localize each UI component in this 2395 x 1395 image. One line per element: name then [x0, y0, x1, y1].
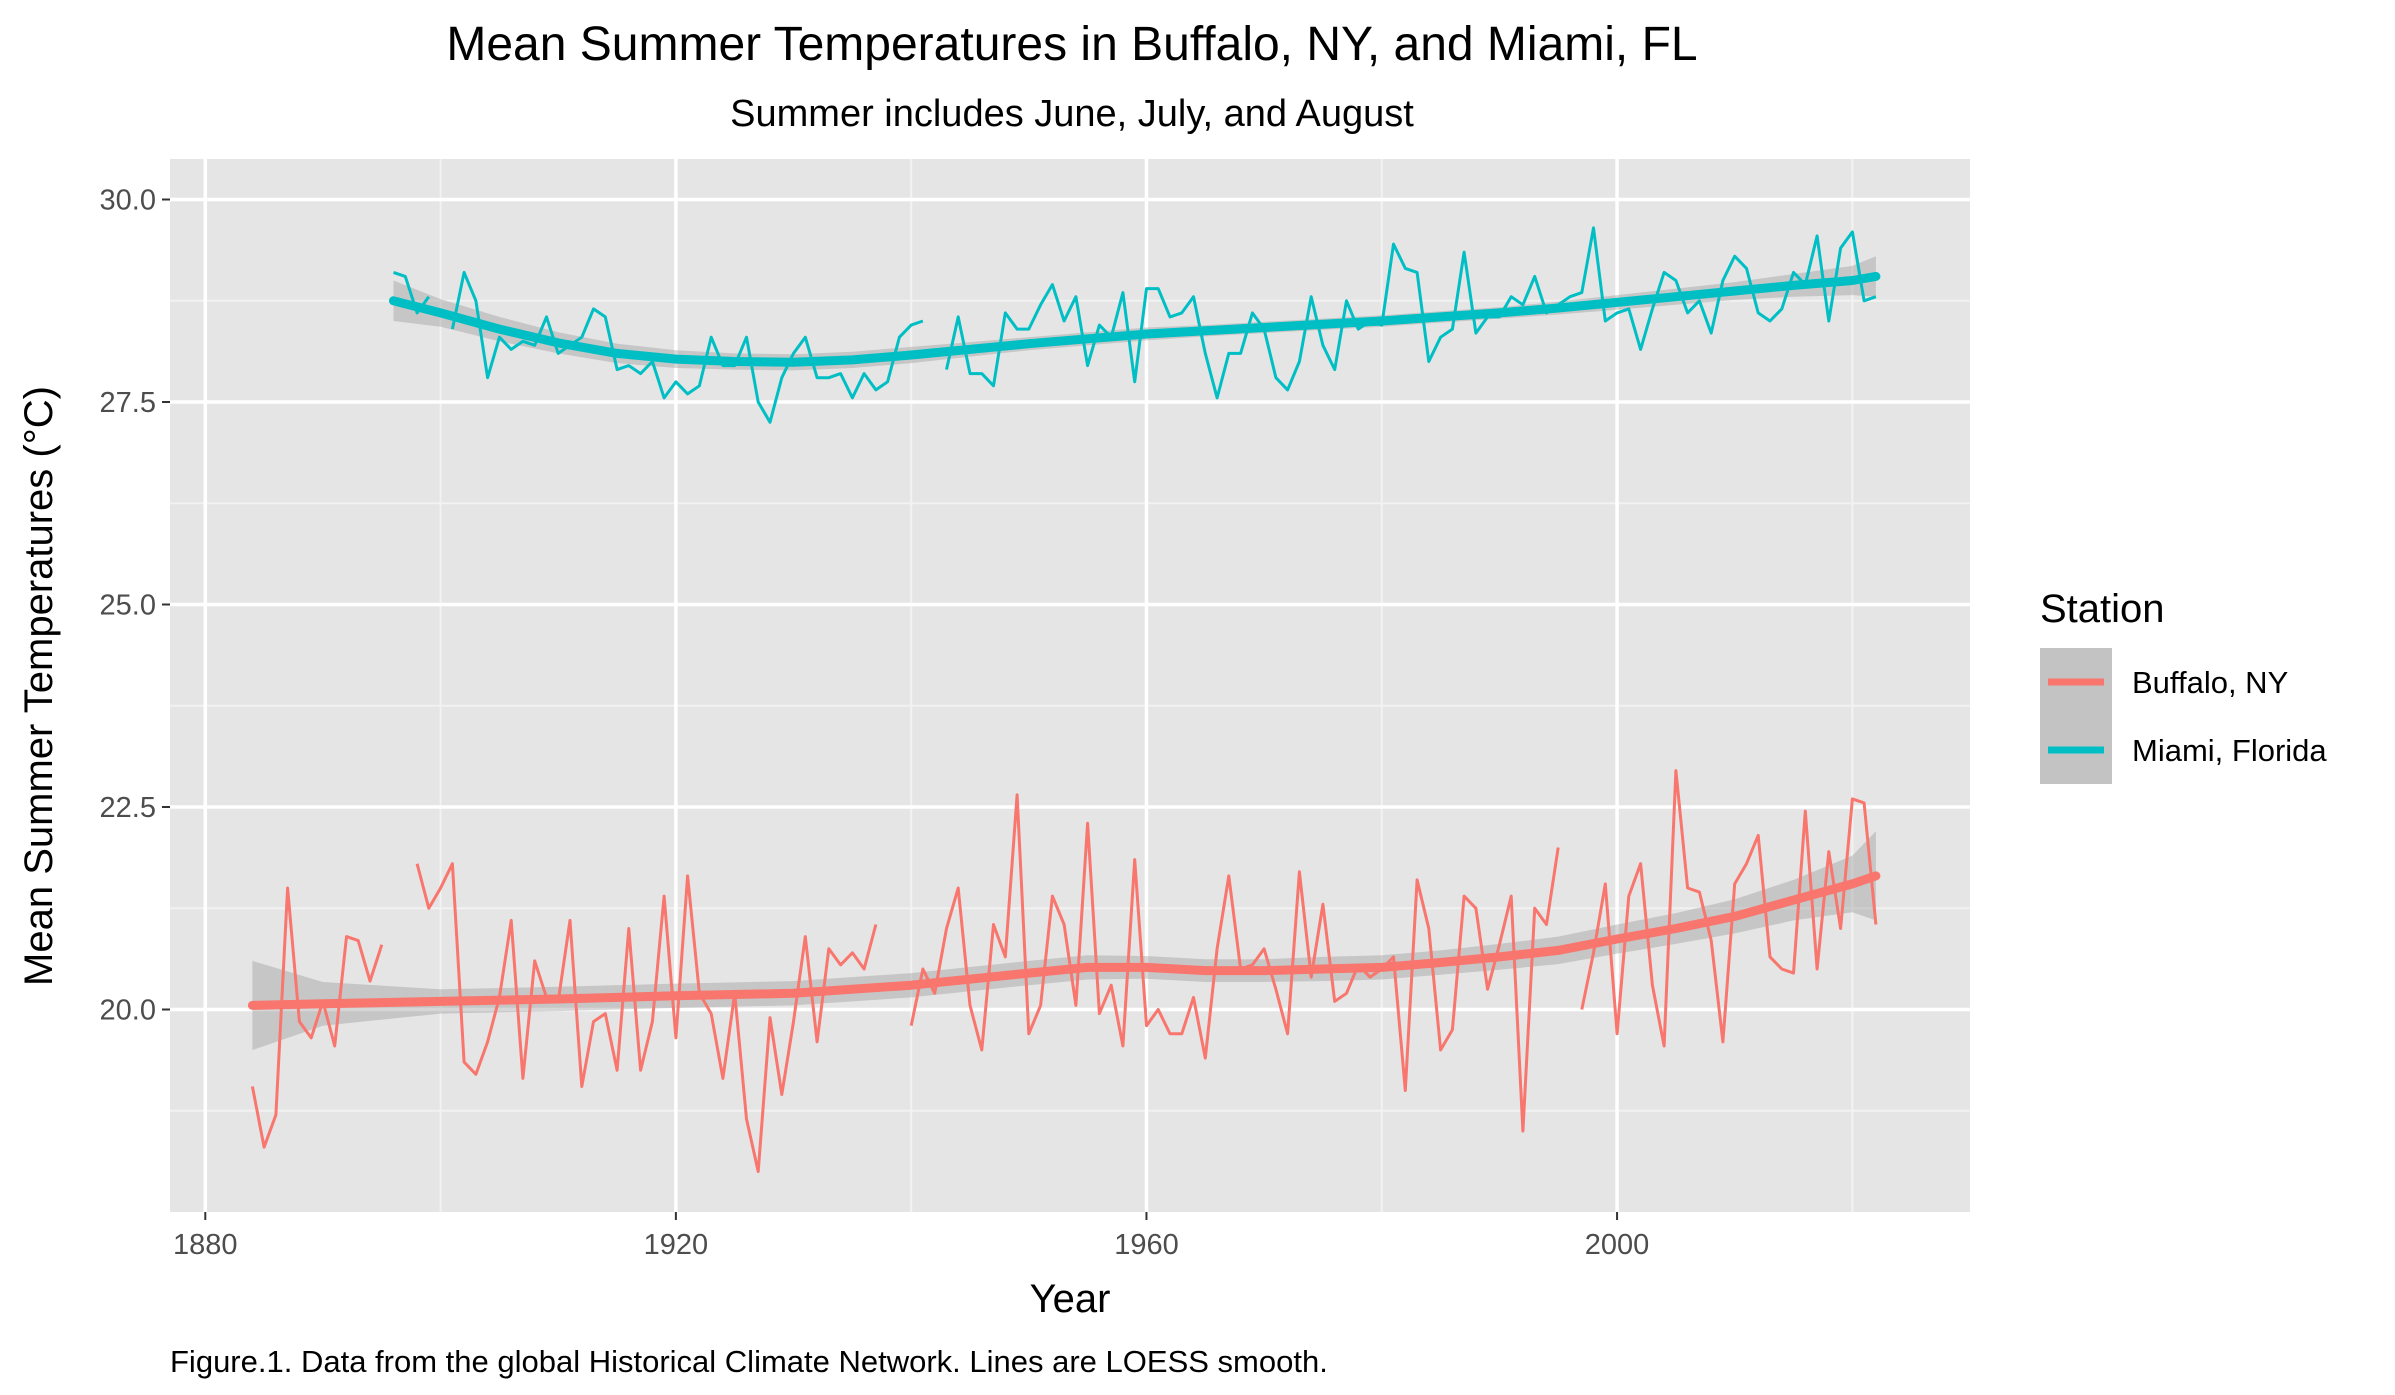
y-tick-label: 20.0 — [100, 995, 156, 1027]
x-tick-label: 1960 — [1114, 1229, 1179, 1261]
y-tick-label: 30.0 — [100, 185, 156, 217]
y-axis: 20.0 22.5 25.0 27.5 30.0 — [100, 185, 170, 1027]
buffalo-loess-line — [247, 871, 1881, 1010]
y-tick-label: 25.0 — [100, 590, 156, 622]
chart-title: Mean Summer Temperatures in Buffalo, NY,… — [446, 18, 1697, 71]
y-tick-label: 22.5 — [100, 792, 156, 824]
x-axis: 1880 1920 1960 2000 — [173, 1212, 1649, 1261]
miami-loess-line — [389, 271, 1881, 367]
figure-caption: Figure.1. Data from the global Historica… — [170, 1344, 1328, 1379]
y-axis-label: Mean Summer Temperatures (°C) — [17, 386, 61, 986]
buffalo-yearly-line — [909, 793, 1560, 1133]
x-axis-label: Year — [1030, 1277, 1111, 1321]
legend-title: Station — [2040, 587, 2165, 631]
y-tick-label: 27.5 — [100, 387, 156, 419]
miami-yearly-line — [450, 270, 924, 424]
buffalo-yearly-line — [415, 862, 878, 1173]
smooth-lines — [247, 271, 1881, 1010]
raw-lines — [250, 226, 1878, 1173]
buffalo-yearly-line — [250, 886, 384, 1149]
grid-major — [170, 159, 1970, 1212]
x-tick-label: 1920 — [644, 1229, 709, 1261]
legend-label: Miami, Florida — [2132, 733, 2327, 768]
chart-subtitle: Summer includes June, July, and August — [730, 93, 1414, 135]
x-tick-label: 2000 — [1585, 1229, 1650, 1261]
x-tick-label: 1880 — [173, 1229, 238, 1261]
buffalo-yearly-line — [1580, 769, 1878, 1048]
plot-panel — [170, 159, 1970, 1212]
legend-label: Buffalo, NY — [2132, 665, 2288, 700]
legend: Station Buffalo, NY Miami, Florida — [2040, 587, 2327, 784]
